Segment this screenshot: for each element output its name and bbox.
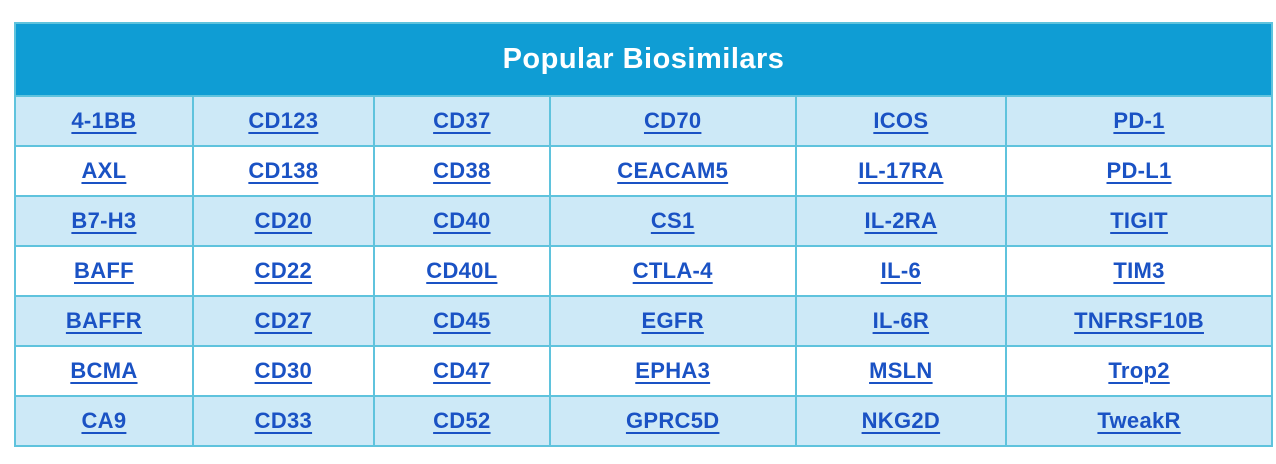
biosimilar-link[interactable]: CD20 xyxy=(254,208,313,233)
biosimilar-link[interactable]: CD138 xyxy=(248,158,319,183)
table-cell: CD37 xyxy=(372,95,551,147)
biosimilar-link[interactable]: 4-1BB xyxy=(71,108,137,133)
table-row: CA9 CD33 CD52 GPRC5D NKG2D TweakR xyxy=(14,395,1273,447)
biosimilar-link[interactable]: TIM3 xyxy=(1113,258,1165,283)
table-cell: IL-2RA xyxy=(794,195,1008,247)
table-row: AXL CD138 CD38 CEACAM5 IL-17RA PD-L1 xyxy=(14,145,1273,197)
biosimilar-link[interactable]: CD47 xyxy=(433,358,491,383)
table-cell: CEACAM5 xyxy=(548,145,797,197)
biosimilar-link[interactable]: B7-H3 xyxy=(71,208,137,233)
biosimilar-link[interactable]: NKG2D xyxy=(861,408,941,433)
biosimilar-link[interactable]: CD33 xyxy=(254,408,313,433)
table-cell: TNFRSF10B xyxy=(1005,295,1273,347)
biosimilar-link[interactable]: CD70 xyxy=(643,108,702,133)
table-cell: TIGIT xyxy=(1005,195,1273,247)
table-cell: ICOS xyxy=(794,95,1008,147)
table-cell: CD40 xyxy=(372,195,551,247)
table-cell: EPHA3 xyxy=(548,345,797,397)
table-row: BCMA CD30 CD47 EPHA3 MSLN Trop2 xyxy=(14,345,1273,397)
biosimilar-link[interactable]: CD30 xyxy=(254,358,313,383)
table-header-row: Popular Biosimilars xyxy=(14,22,1273,97)
biosimilar-link[interactable]: IL-6R xyxy=(872,308,930,333)
table-cell: CA9 xyxy=(14,395,194,447)
table-cell: CD138 xyxy=(191,145,375,197)
table-cell: IL-6 xyxy=(794,245,1008,297)
biosimilar-link[interactable]: CD37 xyxy=(433,108,491,133)
biosimilar-link[interactable]: CD40L xyxy=(426,258,498,283)
table-title: Popular Biosimilars xyxy=(14,22,1273,97)
table-cell: MSLN xyxy=(794,345,1008,397)
table-cell: TIM3 xyxy=(1005,245,1273,297)
biosimilar-link[interactable]: TNFRSF10B xyxy=(1074,308,1204,333)
table-cell: CD20 xyxy=(191,195,375,247)
table-cell: CD123 xyxy=(191,95,375,147)
biosimilar-link[interactable]: BAFF xyxy=(74,258,134,283)
biosimilar-link[interactable]: CD22 xyxy=(254,258,313,283)
biosimilar-link[interactable]: PD-L1 xyxy=(1106,158,1172,183)
biosimilars-table: Popular Biosimilars 4-1BB CD123 CD37 CD70 IC… xyxy=(14,22,1273,447)
table-cell: CTLA-4 xyxy=(548,245,797,297)
table-cell: BAFF xyxy=(14,245,194,297)
biosimilar-link[interactable]: IL-17RA xyxy=(858,158,944,183)
table-cell: CD30 xyxy=(191,345,375,397)
table-cell: EGFR xyxy=(548,295,797,347)
biosimilar-link[interactable]: ICOS xyxy=(873,108,929,133)
biosimilar-link[interactable]: BCMA xyxy=(70,358,138,383)
table-cell: BCMA xyxy=(14,345,194,397)
biosimilar-link[interactable]: IL-2RA xyxy=(864,208,938,233)
biosimilar-link[interactable]: CD123 xyxy=(248,108,319,133)
table-row: B7-H3 CD20 CD40 CS1 IL-2RA TIGIT xyxy=(14,195,1273,247)
table-row: BAFFR CD27 CD45 EGFR IL-6R TNFRSF10B xyxy=(14,295,1273,347)
table-row: 4-1BB CD123 CD37 CD70 ICOS PD-1 xyxy=(14,95,1273,147)
table-cell: IL-17RA xyxy=(794,145,1008,197)
table-cell: CD27 xyxy=(191,295,375,347)
table-cell: IL-6R xyxy=(794,295,1008,347)
biosimilar-link[interactable]: GPRC5D xyxy=(625,408,720,433)
biosimilar-link[interactable]: TweakR xyxy=(1097,408,1181,433)
biosimilar-link[interactable]: AXL xyxy=(81,158,127,183)
table-cell: BAFFR xyxy=(14,295,194,347)
table-cell: CD22 xyxy=(191,245,375,297)
biosimilar-link[interactable]: CA9 xyxy=(81,408,127,433)
table-cell: PD-L1 xyxy=(1005,145,1273,197)
table-cell: PD-1 xyxy=(1005,95,1273,147)
table-cell: CD33 xyxy=(191,395,375,447)
table-cell: B7-H3 xyxy=(14,195,194,247)
biosimilar-link[interactable]: CD40 xyxy=(433,208,491,233)
table-cell: CS1 xyxy=(548,195,797,247)
table-cell: Trop2 xyxy=(1005,345,1273,397)
biosimilar-link[interactable]: MSLN xyxy=(869,358,933,383)
table-cell: CD45 xyxy=(372,295,551,347)
biosimilar-link[interactable]: Trop2 xyxy=(1108,358,1170,383)
table-cell: GPRC5D xyxy=(548,395,797,447)
table-cell: CD70 xyxy=(548,95,797,147)
table-row: BAFF CD22 CD40L CTLA-4 IL-6 TIM3 xyxy=(14,245,1273,297)
table-cell: 4-1BB xyxy=(14,95,194,147)
biosimilar-link[interactable]: EPHA3 xyxy=(635,358,711,383)
biosimilar-link[interactable]: TIGIT xyxy=(1110,208,1168,233)
table-cell: TweakR xyxy=(1005,395,1273,447)
biosimilar-link[interactable]: EGFR xyxy=(641,308,704,333)
table-cell: CD40L xyxy=(372,245,551,297)
biosimilar-link[interactable]: CD52 xyxy=(433,408,491,433)
table-cell: CD38 xyxy=(372,145,551,197)
biosimilar-link[interactable]: IL-6 xyxy=(880,258,921,283)
table-cell: CD47 xyxy=(372,345,551,397)
biosimilars-table-body: 4-1BB CD123 CD37 CD70 ICOS PD-1 AXL CD138 CD38 CE… xyxy=(14,95,1273,447)
biosimilar-link[interactable]: BAFFR xyxy=(65,308,142,333)
biosimilar-link[interactable]: CD27 xyxy=(254,308,313,333)
biosimilar-link[interactable]: CD38 xyxy=(433,158,491,183)
table-cell: AXL xyxy=(14,145,194,197)
biosimilar-link[interactable]: CTLA-4 xyxy=(632,258,713,283)
table-cell: CD52 xyxy=(372,395,551,447)
biosimilar-link[interactable]: CEACAM5 xyxy=(617,158,729,183)
table-cell: NKG2D xyxy=(794,395,1008,447)
biosimilar-link[interactable]: CS1 xyxy=(650,208,695,233)
biosimilar-link[interactable]: CD45 xyxy=(433,308,491,333)
biosimilar-link[interactable]: PD-1 xyxy=(1113,108,1165,133)
